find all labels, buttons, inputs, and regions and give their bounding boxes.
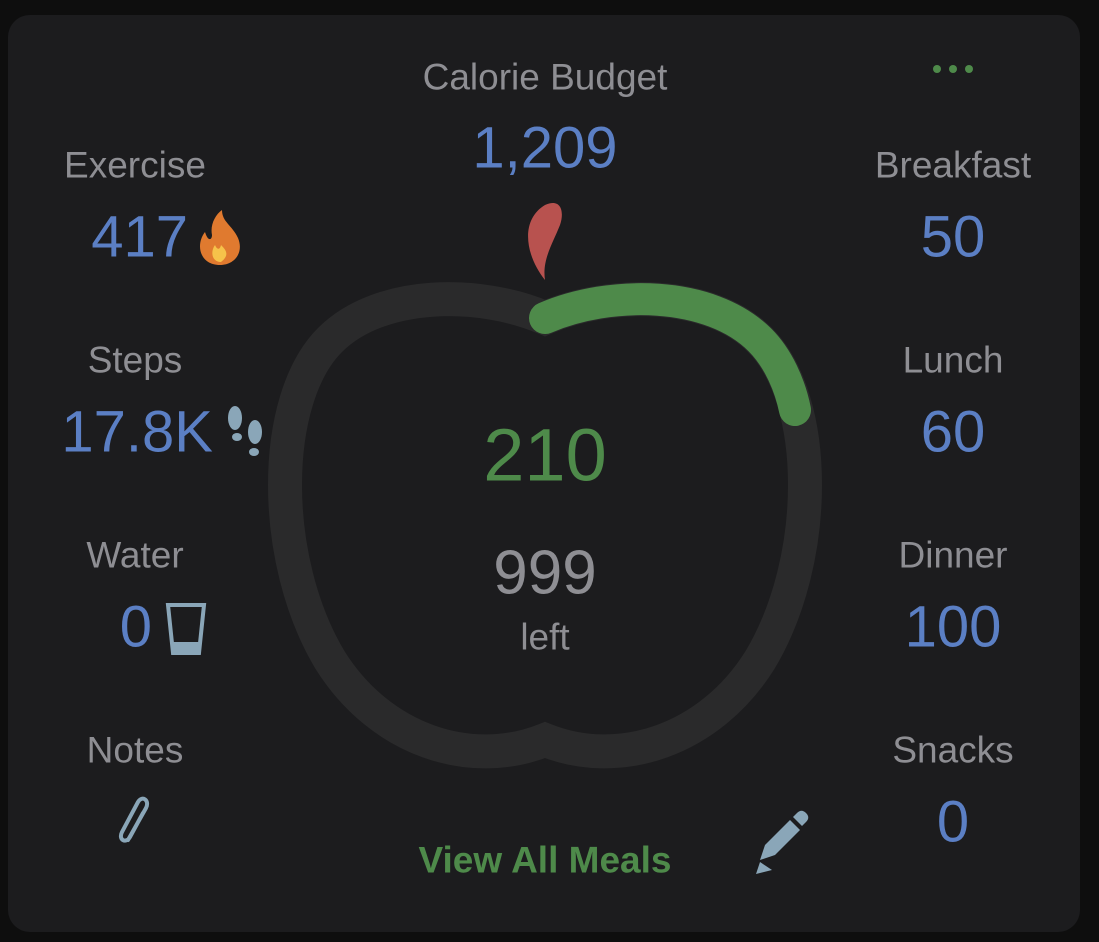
snacks-value[interactable]: 0	[937, 790, 969, 855]
apple-leaf	[528, 202, 562, 280]
card	[8, 15, 1080, 932]
remaining: 999	[493, 539, 596, 608]
dinner-value[interactable]: 100	[905, 595, 1002, 660]
lunch-label: Lunch	[903, 340, 1004, 381]
snacks-label: Snacks	[892, 730, 1013, 771]
lunch-value[interactable]: 60	[921, 400, 986, 465]
remaining-label: left	[520, 617, 570, 658]
clip-icon[interactable]	[119, 796, 149, 843]
cup-icon	[165, 603, 207, 655]
exercise-value[interactable]: 417	[91, 205, 188, 270]
steps-value[interactable]: 17.8K	[61, 400, 213, 465]
steps-icon	[228, 406, 262, 456]
dinner-label: Dinner	[899, 535, 1008, 576]
fire-icon	[200, 210, 240, 265]
consumed: 210	[483, 414, 606, 497]
budget: 1,209	[472, 116, 617, 181]
progress-arc	[529, 283, 811, 426]
breakfast-label: Breakfast	[875, 145, 1032, 186]
steps-label: Steps	[88, 340, 183, 381]
water-value[interactable]: 0	[120, 595, 152, 660]
edit-icon[interactable]	[756, 810, 809, 874]
title: Calorie Budget	[423, 57, 668, 98]
exercise-label: Exercise	[64, 145, 206, 186]
breakfast-value[interactable]: 50	[921, 205, 986, 270]
notes-label: Notes	[87, 730, 184, 771]
menu-button[interactable]	[933, 65, 973, 73]
view-all-meals-link[interactable]: View All Meals	[419, 840, 672, 881]
water-label: Water	[86, 535, 183, 576]
